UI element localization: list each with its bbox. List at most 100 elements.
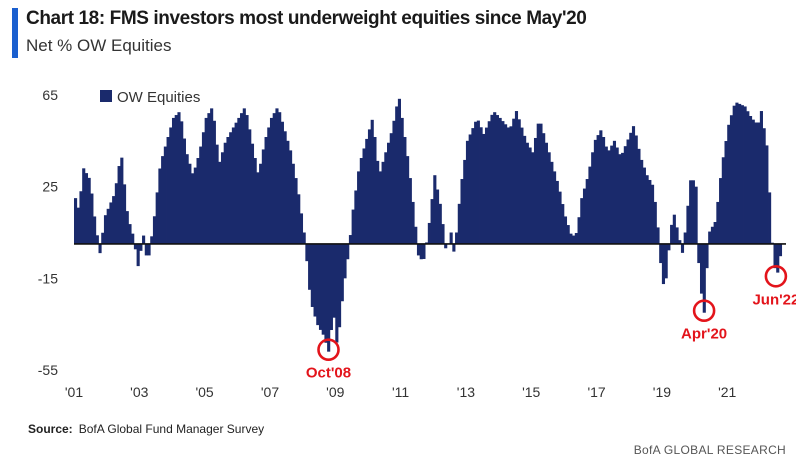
bar — [506, 127, 510, 244]
bar — [572, 235, 576, 244]
bar — [623, 146, 627, 244]
bar — [133, 243, 137, 250]
bar — [237, 117, 241, 244]
annotation-label: Oct'08 — [306, 365, 351, 382]
bar — [612, 140, 617, 244]
source-label: Source: — [28, 422, 73, 436]
bar — [240, 113, 244, 244]
bar — [329, 243, 333, 331]
bar — [659, 243, 663, 264]
bar — [171, 117, 176, 244]
bar — [588, 166, 592, 244]
bar — [691, 180, 695, 244]
bar — [444, 243, 448, 249]
bar — [765, 145, 769, 244]
bar — [90, 193, 94, 244]
bar — [253, 158, 257, 244]
bar — [708, 231, 712, 244]
bar — [297, 194, 301, 244]
bar — [302, 232, 306, 244]
chart-svg: 65 25 -15 -55 '01 '03 '05 '07 '09 '11 '13 '15 '17 '1… — [38, 87, 796, 400]
bar — [131, 233, 135, 244]
bar — [716, 201, 720, 244]
bar — [267, 127, 271, 244]
bar — [471, 128, 475, 244]
bar — [403, 137, 407, 244]
bar — [593, 139, 597, 244]
bar — [332, 243, 336, 318]
bar — [517, 119, 521, 244]
bar — [651, 184, 655, 244]
brand-footer: BofA GLOBAL RESEARCH — [633, 443, 786, 457]
bar — [702, 243, 706, 313]
bar — [474, 121, 478, 244]
bar — [299, 213, 304, 244]
bar — [359, 158, 363, 244]
bar — [365, 138, 369, 244]
bar — [759, 111, 763, 244]
bar — [648, 179, 652, 244]
bar — [169, 127, 173, 244]
bar — [95, 235, 99, 244]
bar — [602, 137, 606, 244]
bar — [259, 163, 263, 244]
bars-group — [74, 98, 783, 352]
bar — [732, 105, 736, 244]
bar — [117, 166, 121, 244]
bar — [381, 161, 385, 244]
bar — [218, 161, 222, 244]
bar — [683, 232, 687, 244]
bar — [406, 156, 410, 244]
bar — [272, 113, 276, 244]
bar — [340, 243, 344, 302]
bar — [112, 196, 116, 244]
bar — [357, 171, 361, 244]
annotations-group: Oct'08 Apr'20 Jun'22 — [306, 264, 796, 382]
bar — [103, 215, 108, 244]
bar — [234, 122, 238, 244]
y-tick-label: -15 — [38, 270, 58, 286]
bar — [201, 132, 206, 244]
bar — [631, 126, 636, 244]
bar — [689, 180, 693, 244]
bar — [395, 106, 399, 244]
bar — [773, 243, 777, 269]
bar — [223, 142, 227, 244]
bar — [400, 117, 404, 244]
bar — [743, 106, 747, 244]
bar — [686, 205, 690, 244]
bar — [509, 126, 513, 244]
bar — [177, 112, 181, 244]
bar — [346, 243, 350, 260]
bar — [278, 112, 282, 244]
bar — [389, 133, 393, 244]
bar — [338, 243, 342, 328]
source-text: BofA Global Fund Manager Survey — [78, 422, 265, 436]
bar — [161, 156, 165, 244]
bar — [536, 123, 540, 244]
legend-swatch — [100, 90, 112, 102]
bar — [433, 175, 437, 244]
x-tick-label: '09 — [326, 384, 344, 400]
bar — [656, 227, 660, 244]
annotation-circle — [692, 299, 716, 323]
bar — [419, 243, 423, 260]
bar — [514, 111, 519, 244]
bar — [283, 131, 287, 244]
bar — [479, 127, 483, 244]
bar — [308, 243, 312, 290]
bar — [220, 152, 225, 244]
bar — [675, 227, 679, 244]
bar — [498, 117, 502, 244]
bar — [504, 124, 508, 244]
bar — [757, 122, 761, 244]
bar — [435, 189, 440, 244]
bar — [367, 129, 372, 244]
bar — [250, 143, 255, 244]
bar — [574, 233, 578, 244]
bar — [615, 147, 619, 244]
bar — [776, 243, 780, 273]
title-accent-bar — [12, 8, 18, 58]
bar — [713, 222, 717, 244]
bar — [286, 140, 290, 244]
